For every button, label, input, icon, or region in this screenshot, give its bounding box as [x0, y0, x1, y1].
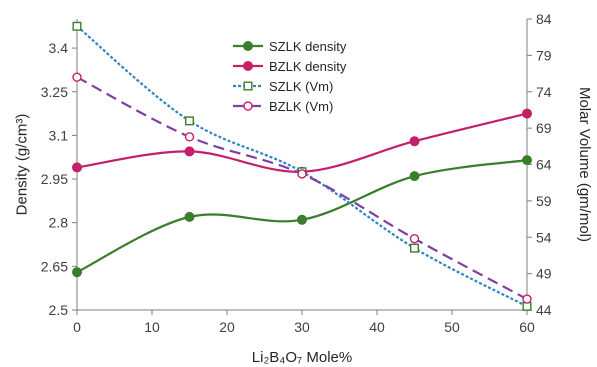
y-right-tick-label: 79: [536, 47, 552, 63]
data-point: [297, 169, 307, 179]
x-tick-label: 30: [294, 319, 310, 335]
y-right-tick-label: 59: [536, 193, 552, 209]
y-right-tick-label: 54: [536, 229, 552, 245]
data-point: [409, 234, 420, 244]
legend-label: BZLK density: [269, 59, 347, 74]
series-layer: [72, 21, 532, 311]
y-left-axis-title: Density (g/cm³): [13, 114, 30, 216]
data-point: [72, 72, 82, 82]
y-left-tick-label: 2.8: [49, 215, 69, 231]
y-left-tick-label: 3.25: [41, 84, 68, 100]
legend-label: SZLK density: [269, 39, 347, 54]
legend-label: SZLK (Vm): [269, 79, 333, 94]
data-point: [72, 162, 82, 173]
x-tick-label: 10: [144, 319, 160, 335]
data-point: [184, 116, 194, 126]
y-left-tick-label: 3.1: [49, 127, 69, 143]
data-point: [522, 108, 532, 119]
y-left-tick-label: 2.65: [41, 258, 68, 274]
legend-marker: [243, 81, 253, 91]
y-left-tick-label: 2.95: [41, 171, 68, 187]
data-point: [184, 146, 195, 157]
x-tick-label: 60: [519, 319, 535, 335]
axes: 0 10 20 30 40 50 60 2.5 2.65 2.8 2.95 3.1 3.25 3.4 44 4…: [41, 11, 552, 335]
data-point: [409, 136, 420, 147]
x-tick-label: 40: [369, 319, 385, 335]
data-point: [410, 243, 420, 253]
x-axis-title: Li₂B₄O₇ Mole%: [252, 349, 352, 366]
legend-marker: [243, 61, 253, 71]
legend-marker: [243, 41, 253, 51]
data-point: [72, 267, 82, 278]
legend-marker: [243, 101, 253, 111]
series-bzlk-vm: [72, 72, 532, 304]
x-tick-label: 20: [219, 319, 235, 335]
legend: SZLK density BZLK density SZLK (Vm) BZLK (V…: [233, 39, 347, 114]
series-szlk-density: [72, 155, 532, 278]
series-line: [76, 112, 528, 173]
y-right-tick-label: 69: [536, 120, 552, 136]
y-right-tick-label: 44: [536, 302, 552, 318]
series-bzlk-density: [72, 108, 532, 177]
legend-item-szlk-vm: SZLK (Vm): [233, 79, 333, 94]
y-right-tick-label: 49: [536, 266, 552, 282]
data-point: [409, 171, 420, 182]
y-right-tick-label: 74: [536, 84, 552, 100]
y-right-axis-title: Molar Volume (gm/mol): [576, 87, 593, 242]
data-point: [72, 21, 82, 31]
y-left-tick-label: 2.5: [49, 302, 69, 318]
data-point: [184, 132, 195, 142]
legend-item-szlk-density: SZLK density: [233, 39, 347, 54]
data-point: [522, 155, 532, 166]
x-tick-label: 50: [444, 319, 460, 335]
data-point: [297, 214, 307, 225]
y-left-tick-label: 3.4: [49, 40, 69, 56]
y-right-tick-label: 84: [536, 11, 552, 27]
legend-label: BZLK (Vm): [269, 99, 333, 114]
data-point: [522, 294, 532, 304]
legend-item-bzlk-density: BZLK density: [233, 59, 347, 74]
data-point: [184, 211, 195, 222]
y-right-tick-label: 64: [536, 157, 552, 173]
x-tick-label: 0: [73, 319, 81, 335]
legend-item-bzlk-vm: BZLK (Vm): [233, 99, 333, 114]
